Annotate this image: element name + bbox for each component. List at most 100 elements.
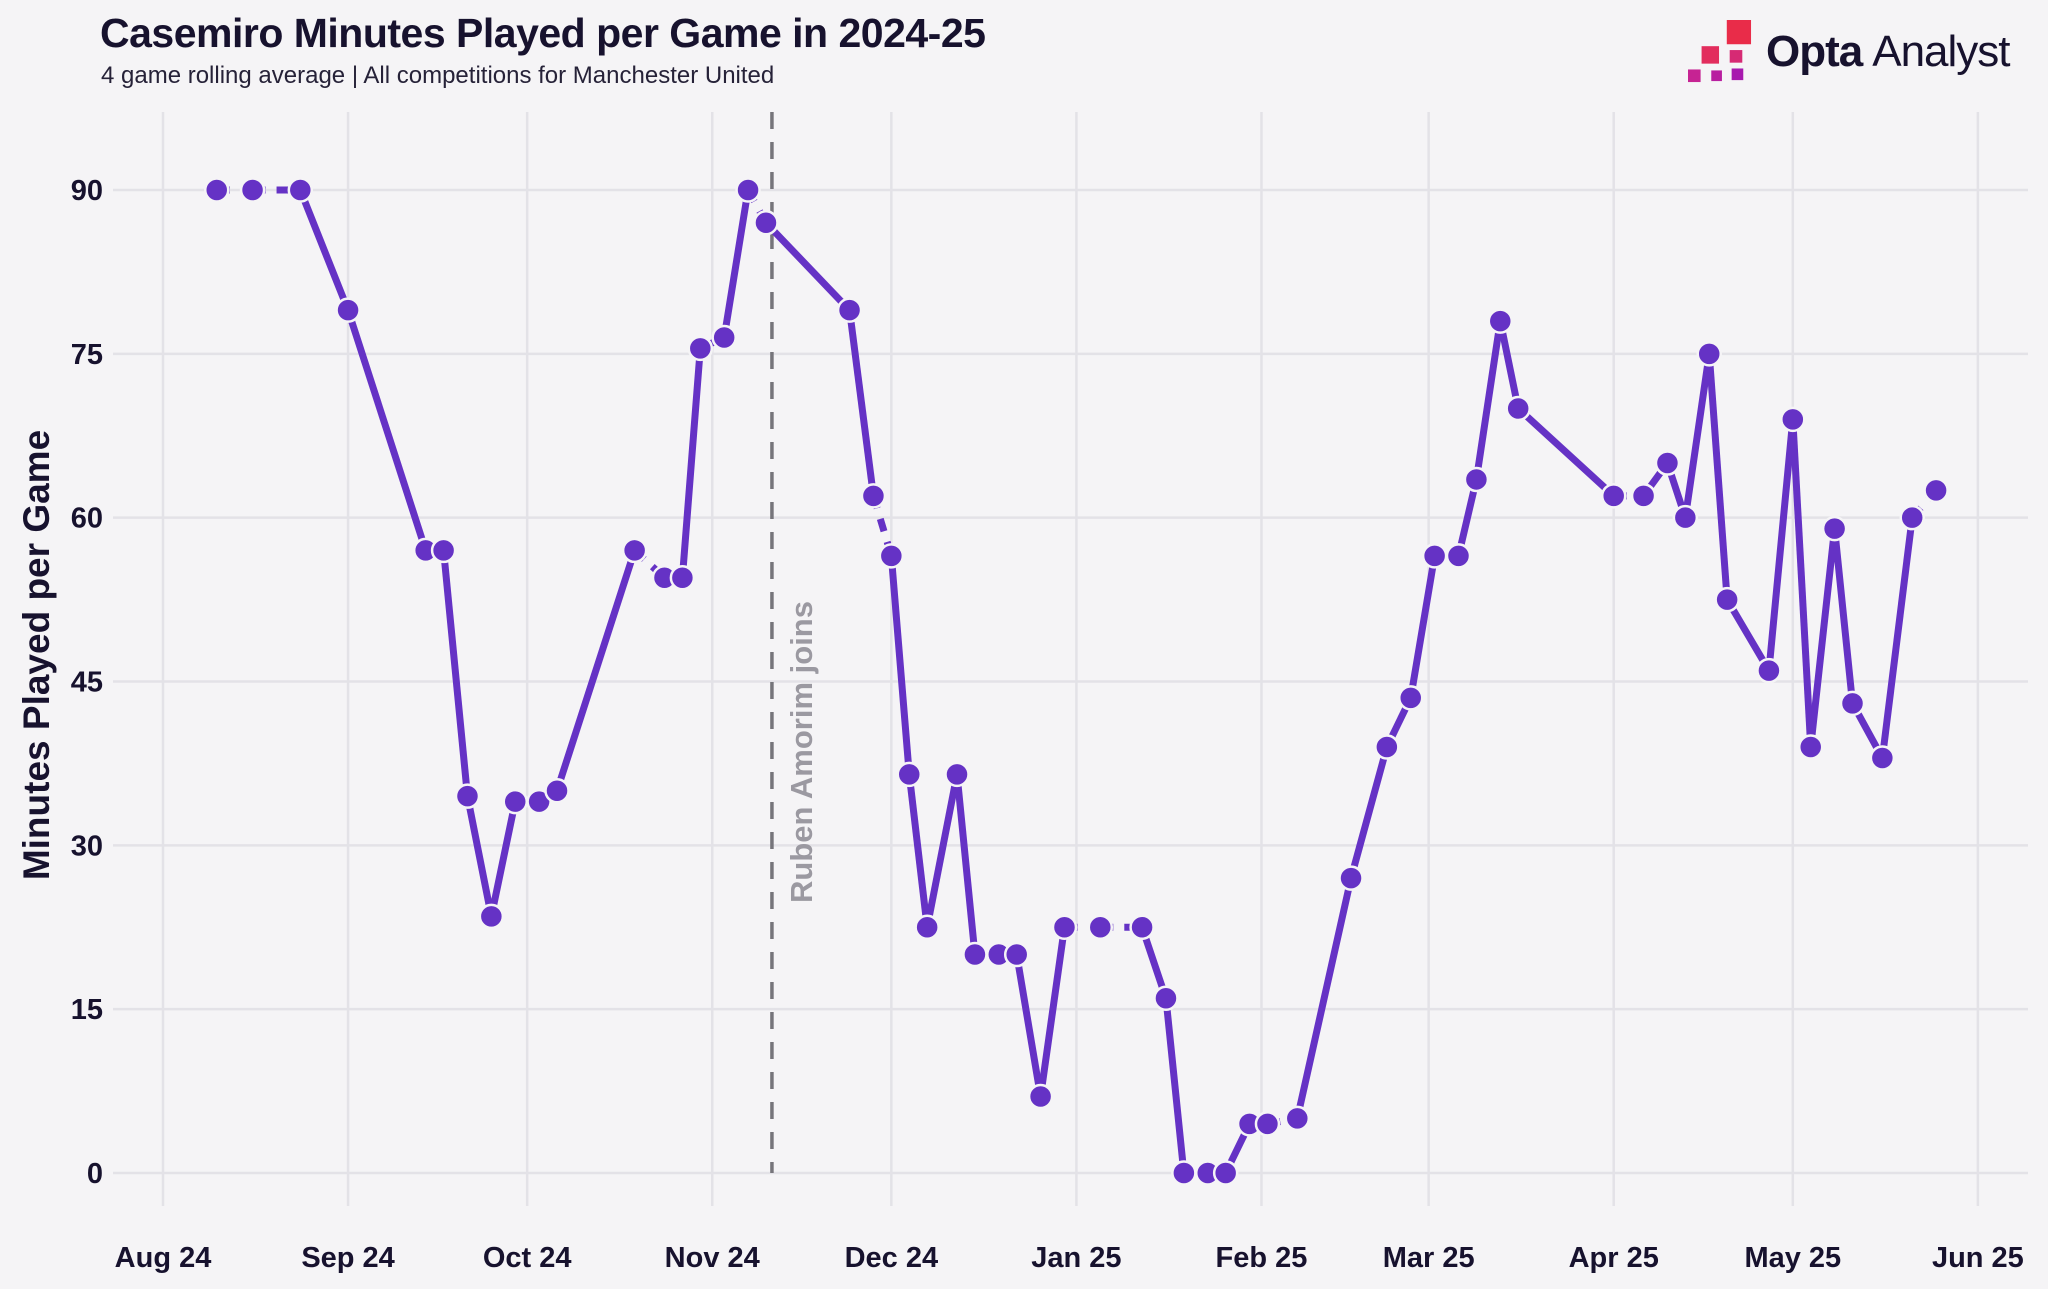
y-axis-tick-label: 30 [71, 830, 103, 862]
data-point [1421, 543, 1448, 569]
series-segment [1293, 877, 1355, 1120]
series-segment [1878, 517, 1916, 759]
data-point [962, 941, 988, 968]
data-point [1003, 941, 1030, 968]
data-point [1254, 1111, 1281, 1137]
data-point [1284, 1105, 1311, 1132]
data-point [203, 177, 230, 203]
data-point [239, 177, 266, 203]
data-point [1129, 914, 1155, 940]
x-axis-tick-label: Oct 24 [483, 1242, 572, 1274]
data-point [544, 777, 570, 804]
x-axis-tick-label: Jun 25 [1932, 1242, 2024, 1274]
logo-mark-square [1688, 69, 1701, 83]
data-point [1780, 406, 1806, 433]
data-point [1171, 1160, 1197, 1186]
data-point [836, 297, 863, 323]
series-segment [905, 773, 931, 928]
logo-mark-square [1731, 68, 1744, 81]
data-point [1696, 341, 1722, 367]
series-segment [1705, 353, 1731, 600]
series-segment [1472, 320, 1504, 480]
series-segment [678, 348, 704, 579]
data-point [735, 177, 761, 203]
logo-mark-square [1701, 46, 1720, 64]
x-axis-tick-label: May 25 [1744, 1242, 1841, 1274]
page-subtitle: 4 game rolling average | All competition… [101, 62, 775, 89]
x-axis-tick-label: Dec 24 [845, 1242, 939, 1274]
data-point [454, 783, 481, 809]
data-point [1630, 483, 1657, 509]
series-segment [953, 773, 979, 955]
series-segment [763, 220, 853, 313]
y-axis-tick-label: 15 [71, 994, 103, 1026]
series-segment [1162, 997, 1188, 1174]
series-segment [1765, 419, 1797, 671]
x-axis-tick-label: Nov 24 [665, 1242, 760, 1274]
series-segment [1455, 478, 1480, 557]
data-point [753, 210, 779, 236]
data-point [1051, 914, 1078, 940]
data-point [1087, 914, 1114, 940]
y-axis-tick-label: 90 [71, 175, 103, 207]
series-segment [487, 800, 519, 918]
data-point [687, 335, 714, 362]
data-point [878, 543, 905, 569]
logo-word-analyst: Analyst [1872, 27, 2010, 76]
series-segment [344, 309, 430, 552]
data-point [1899, 504, 1925, 531]
series-segment [1724, 597, 1772, 673]
series-segment [1807, 528, 1839, 748]
data-point [1600, 483, 1627, 509]
data-point [1397, 685, 1424, 711]
opta-analyst-wordmark: Opta Analyst [1766, 27, 2011, 77]
opta-logo-mark-icon [1688, 20, 1752, 83]
series-segment [464, 795, 495, 918]
opta-analyst-logo: Opta Analyst [1688, 20, 2011, 84]
data-point [1714, 586, 1740, 613]
data-point [1869, 745, 1896, 771]
data-point [1756, 657, 1782, 684]
data-point [1338, 865, 1364, 891]
series-segment [720, 189, 752, 339]
data-point [430, 537, 457, 564]
y-axis-tick-label: 60 [71, 503, 103, 535]
series-segment [553, 549, 638, 792]
series-segment [887, 555, 913, 775]
logo-word-opta: Opta [1766, 27, 1863, 76]
data-point [711, 324, 737, 351]
x-axis-tick-label: Jan 25 [1031, 1242, 1121, 1274]
data-point [1821, 515, 1848, 542]
series-segment [1515, 405, 1617, 499]
data-point [1153, 985, 1179, 1011]
data-point [502, 788, 528, 815]
data-point [1654, 450, 1681, 476]
x-axis-tick-label: Sep 24 [301, 1242, 395, 1274]
data-point [1839, 690, 1866, 717]
series-segment [1347, 746, 1391, 880]
x-axis-tick-label: Feb 25 [1216, 1242, 1308, 1274]
data-point [287, 177, 314, 203]
y-axis-tick-label: 45 [71, 667, 103, 699]
data-point [669, 564, 696, 591]
data-point [896, 761, 922, 788]
amorim-joins-label: Ruben Amorim joins [784, 601, 819, 903]
data-point [621, 537, 648, 564]
logo-mark-square [1729, 50, 1743, 63]
data-point [944, 761, 970, 788]
logo-mark-square [1726, 20, 1752, 45]
data-point [860, 483, 887, 509]
series-segment [1496, 320, 1522, 410]
series-segment [297, 188, 352, 312]
y-axis-tick-label: 0 [87, 1158, 103, 1190]
series-segment [1831, 528, 1856, 704]
series-segment [1681, 353, 1713, 519]
data-point [335, 297, 361, 323]
data-point [1672, 504, 1699, 531]
series-segment [1407, 555, 1439, 699]
series-segment [440, 550, 471, 797]
data-point [478, 903, 505, 930]
data-point [914, 914, 940, 940]
